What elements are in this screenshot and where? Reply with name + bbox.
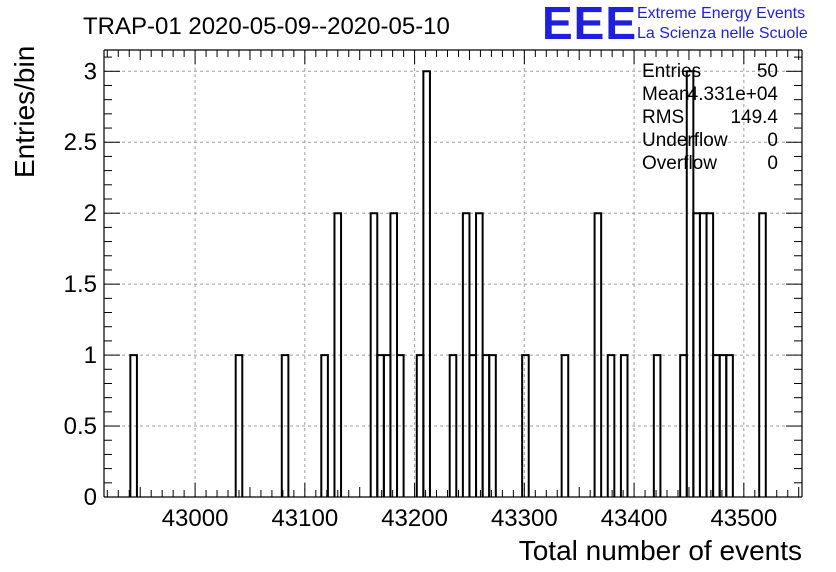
x-tick-label: 43200	[381, 505, 448, 532]
histogram-bar	[619, 354, 629, 497]
stat-label: Underflow	[642, 130, 728, 151]
y-tick-label: 1	[84, 342, 97, 369]
histogram-bar	[280, 354, 290, 497]
histogram-bar	[652, 354, 662, 497]
eee-logo-line2: La Scienza nelle Scuole	[637, 25, 808, 42]
y-tick-label: 0.5	[64, 413, 97, 440]
histogram-bar	[560, 354, 570, 497]
histogram-bar	[333, 212, 343, 497]
tick-labels: 43000 43100 43200 43300 43400 43500 0 0.5 1 1.5 2 2…	[64, 58, 778, 532]
eee-logo-mark: EEE	[542, 0, 637, 49]
x-tick-label: 43000	[162, 505, 229, 532]
stat-label: Entries	[642, 61, 701, 82]
eee-logo: EEE Extreme Energy Events La Scienza nel…	[542, 0, 808, 49]
histogram-bar	[725, 354, 734, 497]
y-tick-label: 1.5	[64, 271, 97, 298]
x-tick-label: 43300	[491, 505, 558, 532]
histogram-bar	[606, 354, 616, 497]
histogram-bar	[593, 212, 603, 497]
histogram-bar	[422, 70, 431, 497]
tick-marks	[104, 50, 802, 498]
y-tick-label: 0	[84, 484, 97, 511]
stat-value: 149.4	[730, 107, 778, 128]
histogram-bar	[129, 354, 138, 497]
y-tick-label: 2	[84, 200, 97, 227]
x-tick-label: 43100	[271, 505, 338, 532]
histogram-bar	[758, 212, 767, 497]
histogram-bar	[234, 354, 244, 497]
histogram-bar	[320, 354, 329, 497]
stat-value: 0	[767, 153, 778, 174]
stat-label: Mean	[642, 84, 690, 105]
stat-value: 0	[767, 130, 778, 151]
y-tick-label: 2.5	[64, 129, 97, 156]
grid-lines	[104, 50, 802, 497]
stat-label: RMS	[642, 107, 684, 128]
stat-value: 4.331e+04	[688, 84, 779, 105]
histogram-bar	[521, 354, 530, 497]
x-tick-label: 43500	[710, 505, 777, 532]
y-axis-label: Entries/bin	[9, 46, 40, 178]
chart-title: TRAP-01 2020-05-09--2020-05-10	[83, 13, 450, 40]
stat-value: 50	[757, 61, 778, 82]
eee-logo-line1: Extreme Energy Events	[637, 5, 805, 22]
histogram-bar	[396, 354, 405, 497]
histogram-bars	[129, 70, 767, 497]
y-tick-label: 3	[84, 58, 97, 85]
histogram-bar	[448, 354, 458, 497]
x-tick-label: 43400	[601, 505, 668, 532]
axes	[103, 49, 803, 498]
stat-label: Overflow	[642, 153, 717, 174]
histogram-bar	[488, 354, 497, 497]
x-axis-label: Total number of events	[519, 535, 802, 566]
